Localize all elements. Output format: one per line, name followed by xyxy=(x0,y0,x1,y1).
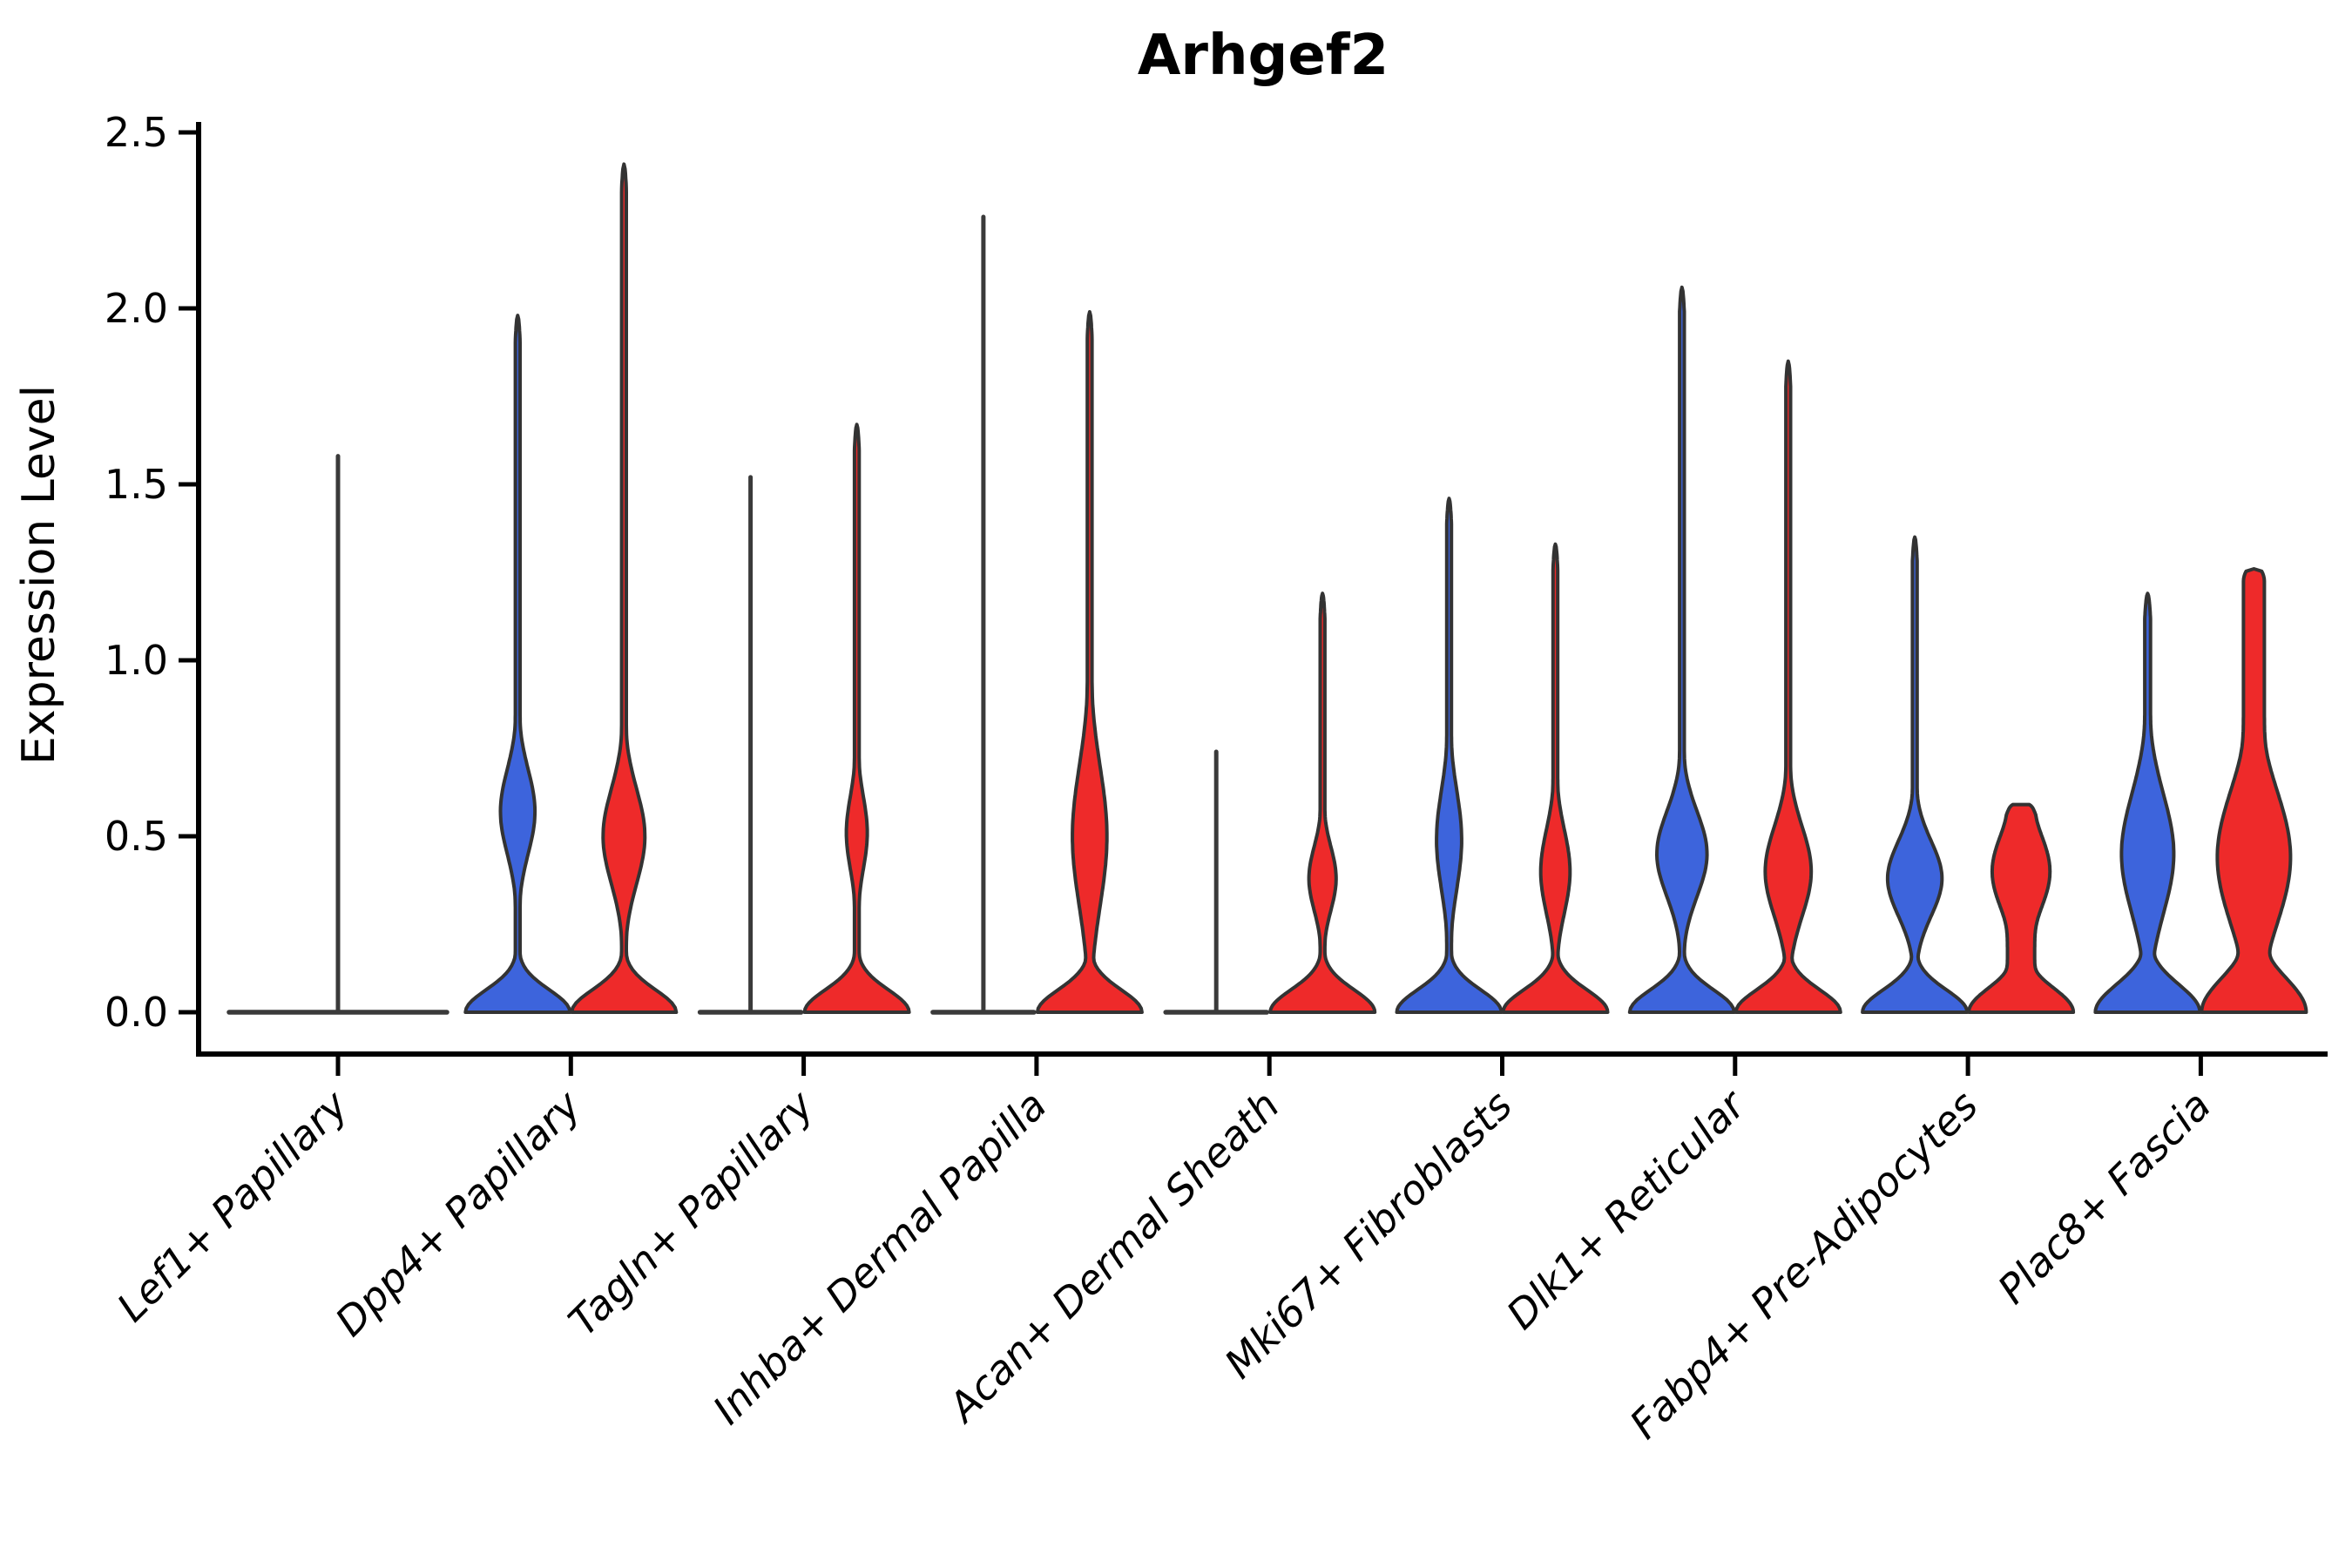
violin-mki67-blue xyxy=(1395,497,1504,1014)
y-tick-label: 1.5 xyxy=(105,461,168,508)
violin-mki67-red xyxy=(1501,542,1610,1014)
y-tick-label: 2.0 xyxy=(105,285,168,332)
violins-layer xyxy=(226,162,2308,1015)
violin-plac8-red xyxy=(2200,567,2308,1014)
violin-dlk1-blue xyxy=(1627,285,1736,1014)
violin-plac8-blue xyxy=(2093,591,2202,1014)
violin-acan-red xyxy=(1268,591,1377,1014)
violin-dlk1-red xyxy=(1734,359,1842,1014)
y-tick-label: 2.5 xyxy=(105,109,168,156)
y-tick-label: 0.5 xyxy=(105,813,168,860)
y-axis-label: Expression Level xyxy=(13,385,65,765)
y-tick-label: 1.0 xyxy=(105,637,168,684)
y-tick-label: 0.0 xyxy=(105,989,168,1036)
violin-dpp4-red xyxy=(570,162,679,1014)
violin-inhba-red xyxy=(1035,310,1144,1014)
violin-tagln-red xyxy=(802,422,911,1014)
violin-fabp4-blue xyxy=(1861,535,1970,1014)
violin-fabp4-red xyxy=(1967,802,2076,1014)
chart-title: Arhgef2 xyxy=(1138,24,1389,88)
violin-dpp4-blue xyxy=(463,314,572,1014)
